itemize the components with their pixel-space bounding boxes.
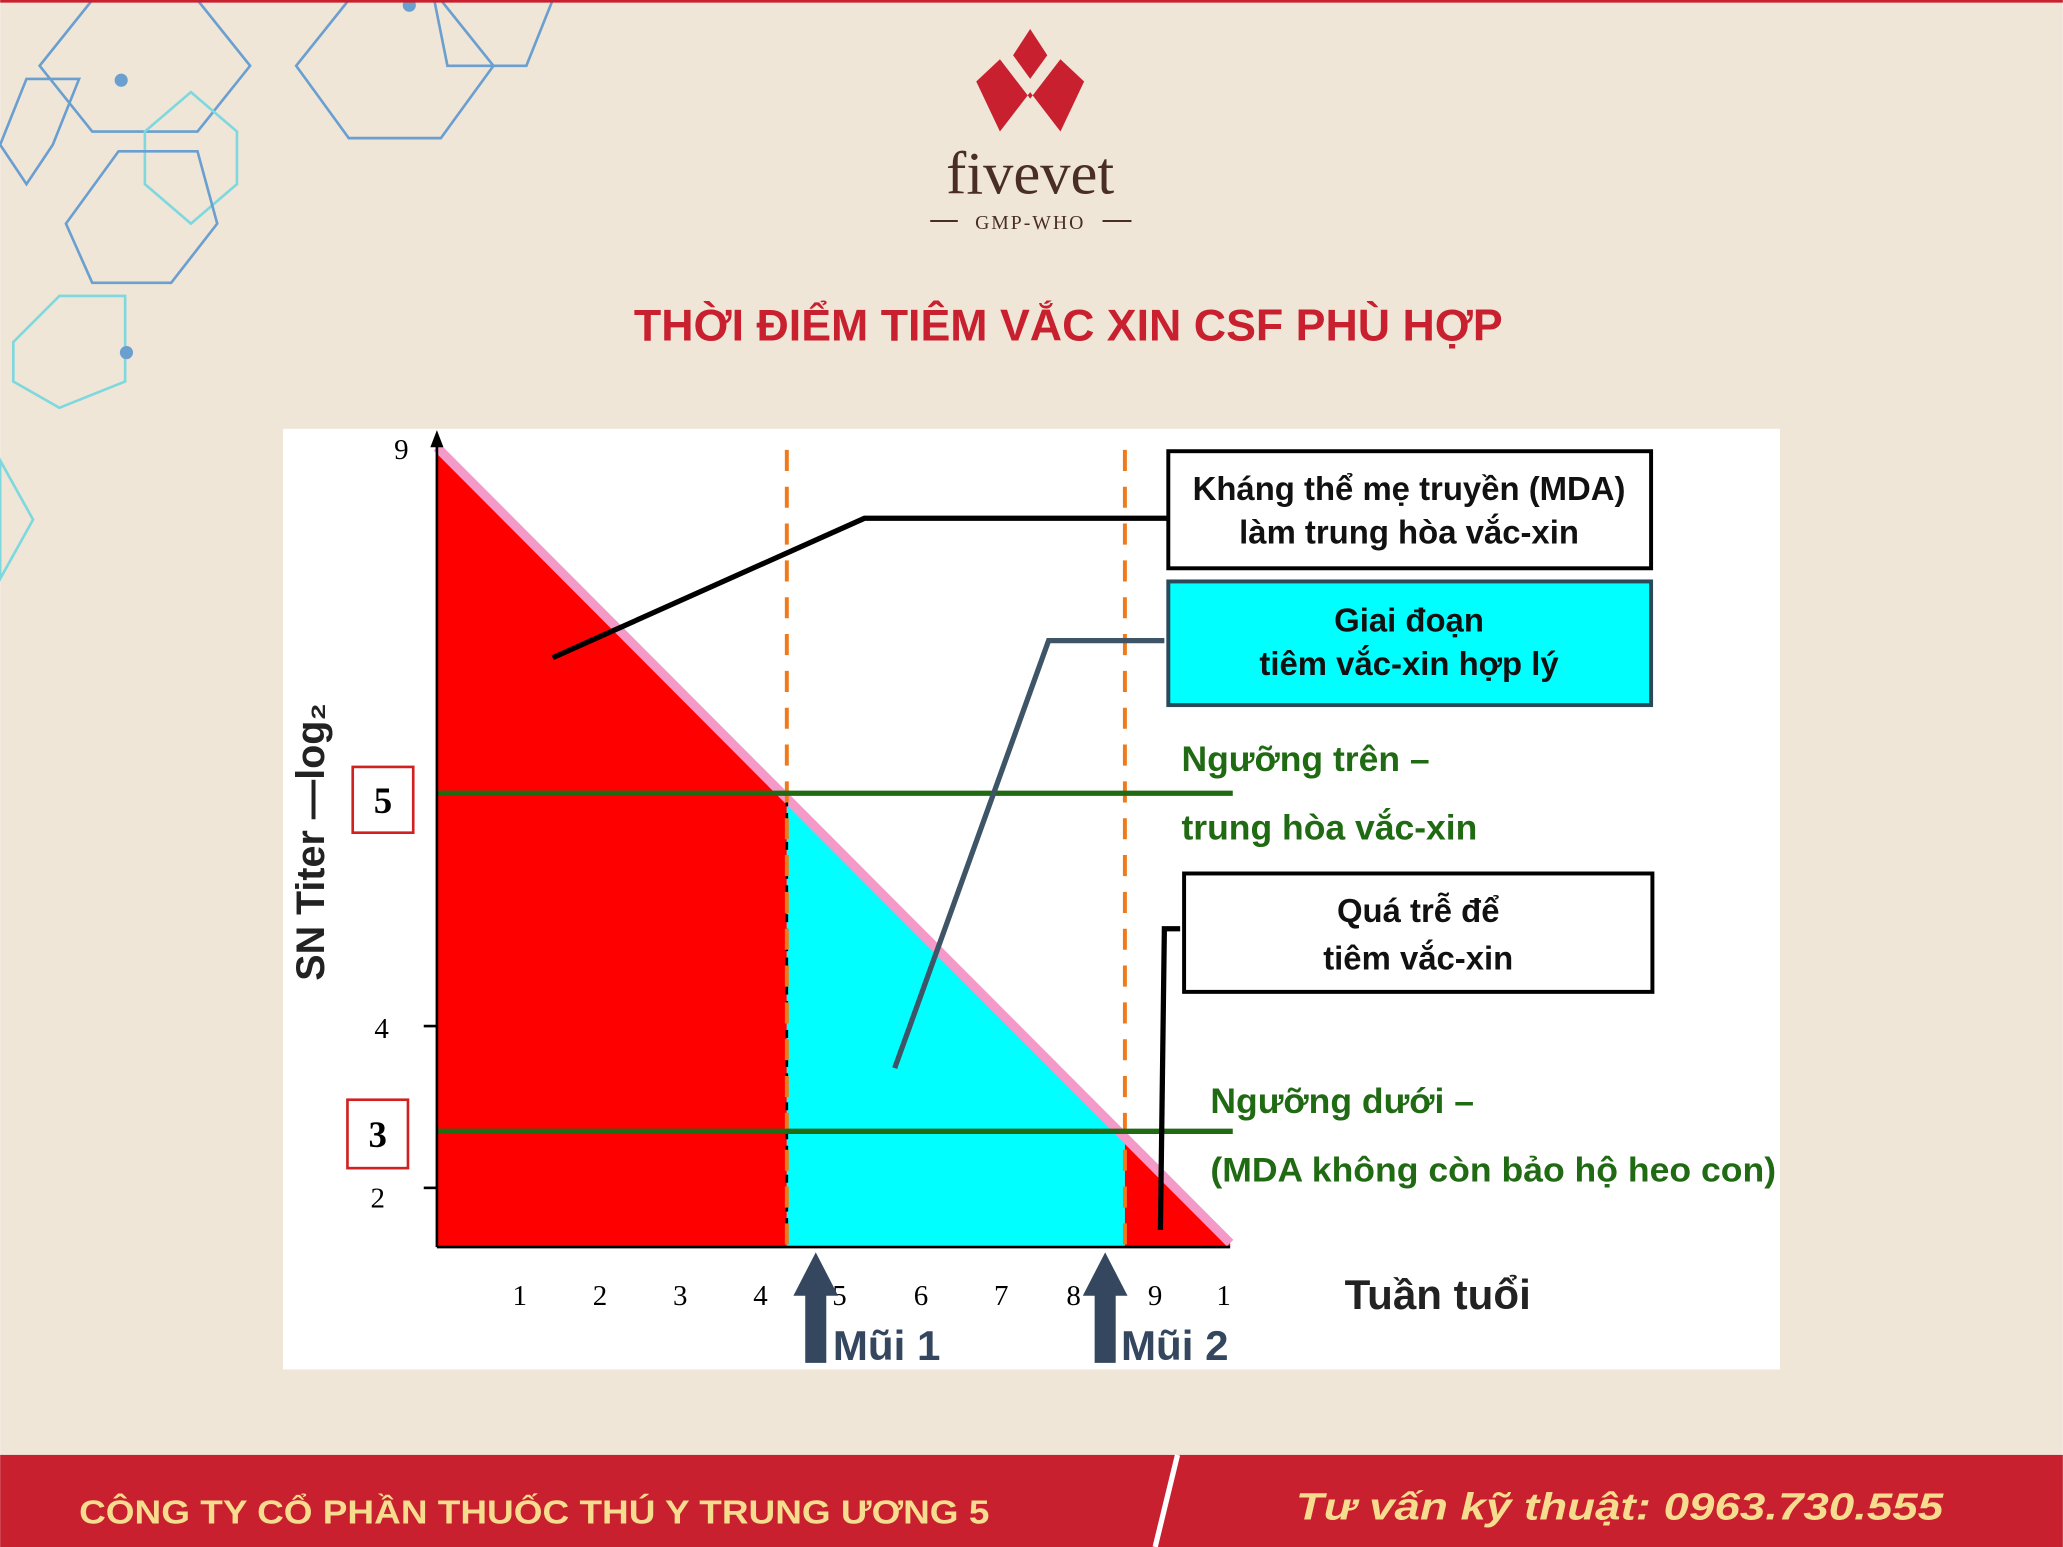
- shot-arrow: [793, 1252, 839, 1363]
- callout-text: Quá trễ để: [1337, 892, 1500, 929]
- region-mda: [436, 447, 787, 1248]
- footer: CÔNG TY CỔ PHẦN THUỐC THÚ Y TRUNG ƯƠNG 5…: [0, 1454, 2063, 1547]
- x-tick-label: 1: [1216, 1280, 1230, 1312]
- callout-text: Giai đoạn: [1334, 601, 1484, 638]
- x-tick-label: 9: [1148, 1280, 1162, 1312]
- x-tick-label: 2: [593, 1280, 607, 1312]
- logo-tagline: GMP-WHO: [975, 212, 1085, 234]
- y-tick-box: [351, 765, 415, 835]
- y-tick-label: 9: [394, 434, 408, 466]
- threshold-label: Ngưỡng trên –: [1181, 739, 1429, 779]
- x-tick-label: 3: [673, 1280, 687, 1312]
- callout-leader: [551, 515, 1167, 661]
- y-axis-arrow: [430, 430, 444, 448]
- logo-name: fivevet: [946, 140, 1114, 207]
- callout-text: làm trung hòa vắc-xin: [1239, 513, 1579, 550]
- shot-arrow: [1082, 1252, 1128, 1363]
- x-tick-label: 1: [513, 1280, 527, 1312]
- y-tick-label: 2: [370, 1183, 384, 1215]
- callout-leader: [892, 638, 1165, 1070]
- x-ticks: 1 2 3 4 5 6 7 8 9 1: [513, 1280, 1231, 1312]
- shot-label: Mũi 1: [833, 1322, 941, 1369]
- titer-line: [433, 444, 1234, 1247]
- callout-text: Kháng thể mẹ truyền (MDA): [1193, 470, 1626, 507]
- callout-box: [1182, 871, 1655, 994]
- footer-band: [0, 1454, 2063, 1547]
- x-tick-label: 7: [994, 1280, 1008, 1312]
- logo: fivevet GMP-WHO: [930, 28, 1132, 234]
- title: THỜI ĐIỂM TIÊM VẮC XIN CSF PHÙ HỢP: [634, 300, 1503, 351]
- callout-box: [1166, 449, 1654, 571]
- company-name: CÔNG TY CỔ PHẦN THUỐC THÚ Y TRUNG ƯƠNG 5: [79, 1492, 989, 1530]
- x-tick-label: 4: [753, 1280, 768, 1312]
- x-tick-label: 5: [832, 1280, 846, 1312]
- shot-label: Mũi 2: [1121, 1322, 1229, 1369]
- threshold-label: Ngưỡng dưới –: [1210, 1081, 1474, 1121]
- callout-text: tiêm vắc-xin hợp lý: [1259, 645, 1559, 682]
- threshold-label: trung hòa vắc-xin: [1181, 807, 1477, 847]
- y-tick-label: 5: [374, 780, 392, 821]
- callout-box: [1166, 579, 1654, 708]
- hex-decor: [0, 0, 555, 582]
- callout-leader: [1157, 926, 1181, 1231]
- callout-text: tiêm vắc-xin: [1323, 940, 1513, 977]
- footer-divider: [1152, 1454, 1181, 1547]
- logo-mark: [976, 59, 1085, 132]
- y-tick-label: 3: [368, 1114, 386, 1155]
- x-axis-label: Tuần tuổi: [1345, 1271, 1531, 1318]
- logo-mark-top: [1013, 28, 1048, 79]
- hotline: Tư vấn kỹ thuật: 0963.730.555: [1296, 1485, 1944, 1528]
- y-axis-label: SN Titer —log₂: [289, 703, 333, 981]
- threshold-label: (MDA không còn bảo hộ heo con): [1210, 1151, 1776, 1189]
- diagram: 9 5 4 3 2 SN Titer —log₂ 1 2 3 4 5 6 7 8…: [282, 428, 1781, 1370]
- x-tick-label: 6: [914, 1280, 928, 1312]
- y-tick-box: [346, 1098, 410, 1170]
- y-tick-label: 4: [374, 1013, 389, 1045]
- region-vaccine: [786, 798, 1125, 1248]
- x-tick-label: 8: [1066, 1280, 1080, 1312]
